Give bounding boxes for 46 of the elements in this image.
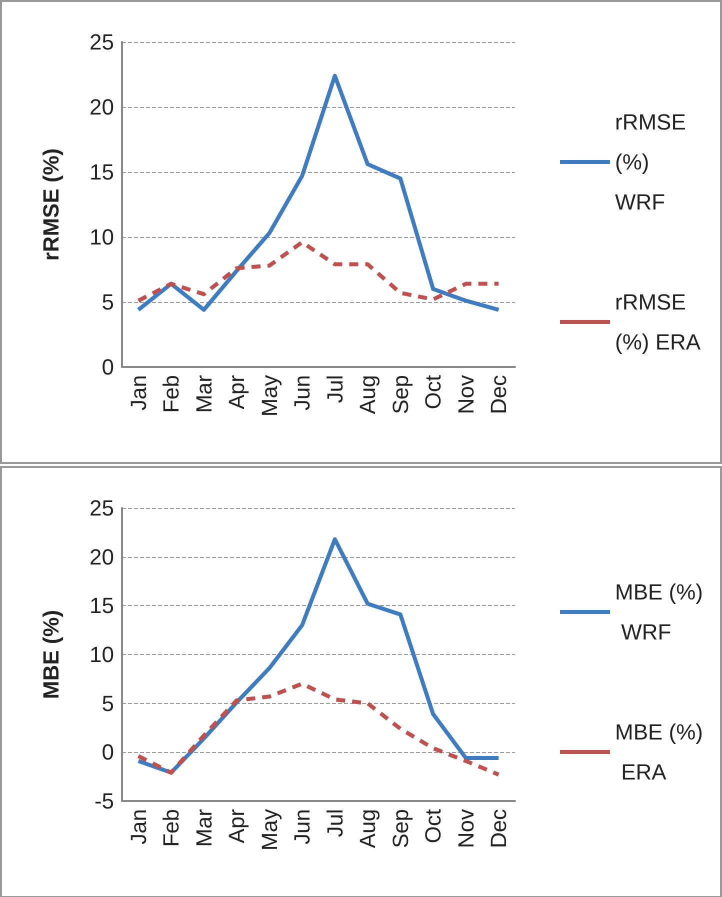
x-tick-label: Apr: [224, 375, 250, 410]
y-tick-label: 0: [102, 354, 114, 380]
line-series: [136, 74, 501, 312]
legend-label: MBE (%) ERA: [615, 720, 703, 784]
x-tick-label: Nov: [453, 375, 478, 414]
y-tick-label: 10: [90, 224, 114, 250]
y-tick-label: 10: [90, 642, 114, 667]
y-tick-label: 15: [90, 593, 114, 618]
y-axis-title: rRMSE (%): [38, 148, 64, 261]
y-axis-title: MBE (%): [38, 610, 64, 700]
y-tick-label: 20: [90, 94, 114, 120]
x-tick-label: Oct: [420, 809, 446, 844]
x-tick-label: Sep: [388, 809, 413, 848]
x-tick-label: Nov: [453, 809, 478, 848]
y-tick-label: 25: [90, 496, 114, 520]
x-tick-label: Apr: [224, 809, 250, 844]
line-series: [136, 682, 501, 777]
x-tick-label: Sep: [388, 375, 413, 414]
line-series: [136, 240, 501, 303]
y-tick-label: 25: [90, 30, 114, 54]
y-tick-label: 5: [102, 690, 114, 716]
x-tick-label: Jul: [322, 375, 348, 404]
legend-label: rRMSE (%) WRF: [615, 110, 692, 214]
y-tick-label: 15: [90, 160, 114, 184]
y-tick-label: -5: [94, 788, 114, 814]
x-tick-label: Mar: [191, 809, 216, 847]
x-tick-label: Mar: [191, 375, 216, 413]
x-tick-label: Jul: [322, 809, 348, 838]
x-tick-label: Aug: [355, 375, 380, 414]
x-tick-label: Feb: [158, 809, 184, 847]
x-tick-label: Jun: [290, 809, 315, 844]
legend-label: rRMSE (%) ERA: [615, 290, 701, 354]
x-tick-label: Dec: [486, 375, 512, 414]
y-tick-label: 5: [102, 290, 114, 314]
x-tick-label: Oct: [420, 375, 446, 410]
x-tick-label: Aug: [355, 809, 380, 848]
x-tick-label: Jan: [126, 809, 151, 844]
x-tick-label: May: [256, 375, 282, 417]
x-tick-label: Dec: [486, 809, 512, 848]
legend-label: MBE (%) WRF: [615, 580, 703, 644]
y-tick-label: 0: [102, 740, 114, 765]
x-tick-label: Feb: [158, 375, 184, 413]
y-tick-label: 20: [90, 544, 114, 570]
x-tick-label: May: [256, 809, 282, 851]
x-tick-label: Jan: [126, 375, 151, 410]
x-tick-label: Jun: [290, 375, 315, 410]
